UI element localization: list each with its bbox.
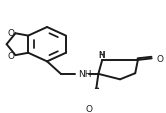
Text: NH: NH xyxy=(78,70,91,79)
Text: O: O xyxy=(7,52,14,61)
Text: O: O xyxy=(7,29,14,38)
Text: O: O xyxy=(157,54,164,63)
Text: O: O xyxy=(86,104,93,113)
Text: N: N xyxy=(98,51,105,60)
Text: H: H xyxy=(98,51,104,59)
